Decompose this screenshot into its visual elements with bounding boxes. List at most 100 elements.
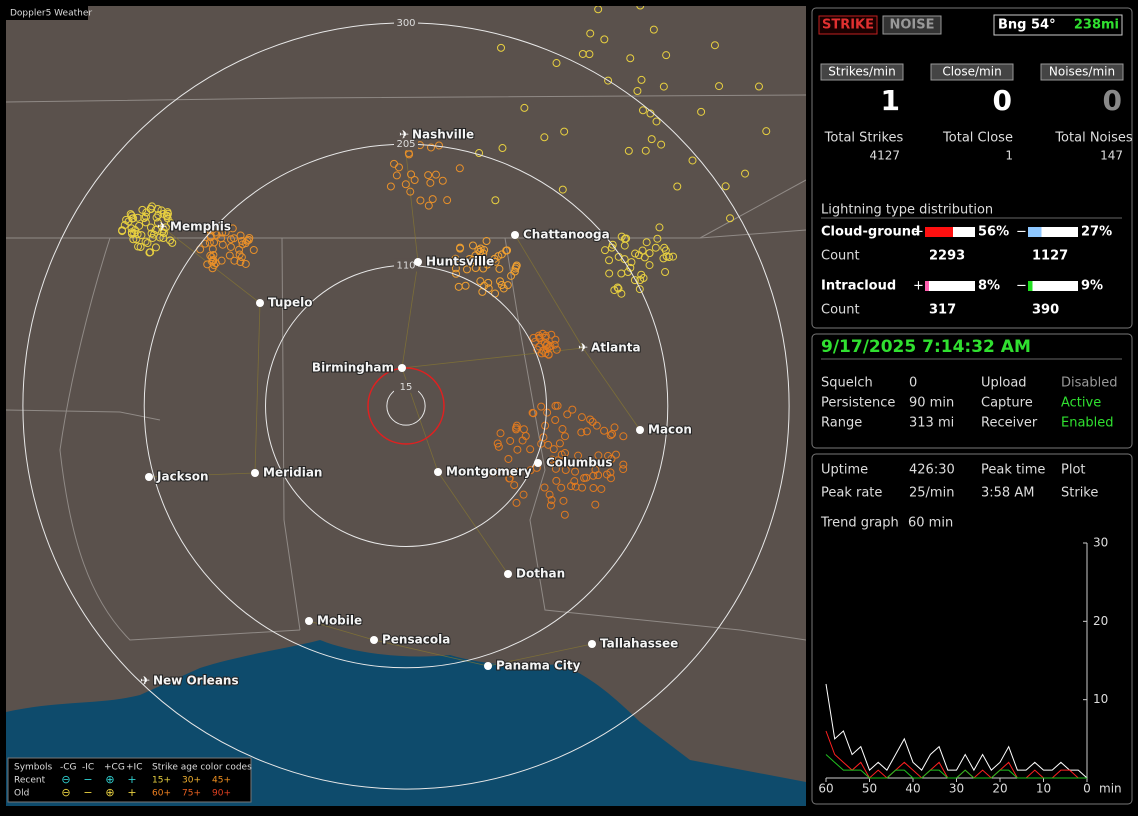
legend-symbol: ⊖ <box>61 786 70 799</box>
ring-label-bg <box>394 137 418 151</box>
strike-symbol <box>633 87 642 96</box>
strike-symbol <box>597 484 606 493</box>
strike-symbol <box>210 261 219 270</box>
strike-symbol <box>582 427 591 436</box>
strike-symbol <box>519 490 528 499</box>
strike-symbol <box>142 208 151 217</box>
strike-symbol <box>126 210 135 219</box>
legend-row-label: Recent <box>14 776 46 786</box>
strike-symbol <box>163 208 172 217</box>
strikes <box>118 6 771 519</box>
legend-age: 15+ <box>152 776 171 786</box>
ring-label: 110 <box>396 261 415 272</box>
rate-value: 0 <box>993 84 1012 117</box>
strike-symbol <box>128 214 137 223</box>
strike-symbol <box>586 415 595 424</box>
city-label: Huntsville <box>426 255 494 269</box>
strike-symbol <box>151 225 160 234</box>
strike-symbol <box>135 221 144 230</box>
strike-symbol <box>619 432 628 441</box>
city-label: Macon <box>648 423 692 437</box>
strike-symbol <box>443 196 452 205</box>
x-tick-label: 10 <box>1036 782 1051 796</box>
bearing: Bng 54° <box>998 18 1056 33</box>
y-tick-label: 10 <box>1093 692 1108 706</box>
legend-symbol: + <box>127 773 136 786</box>
strike-symbol <box>392 171 401 180</box>
strike-symbol <box>488 468 497 477</box>
strike-symbol <box>631 249 640 258</box>
strike-symbol <box>235 250 244 259</box>
x-unit: min <box>1099 782 1122 796</box>
strike-symbol <box>506 469 515 478</box>
strike-symbol <box>594 6 603 14</box>
setting: 90 min <box>909 396 954 411</box>
noise-button-text[interactable]: NOISE <box>889 18 934 33</box>
city-label: Tupelo <box>268 296 313 310</box>
strike-symbol <box>512 261 521 270</box>
strike-symbol <box>655 223 664 232</box>
strike-symbol <box>476 247 485 256</box>
strike-symbol <box>133 230 142 239</box>
city-dot <box>305 617 313 625</box>
strike-button-text[interactable]: STRIKE <box>822 18 874 33</box>
ring-label: 15 <box>400 382 413 393</box>
strike-symbol <box>410 176 419 185</box>
setting: Range <box>821 416 862 431</box>
rate-label-box <box>1040 63 1124 81</box>
strike-symbol <box>533 345 542 354</box>
strike-symbol <box>545 490 554 499</box>
border <box>6 94 806 103</box>
strike-symbol <box>557 483 566 492</box>
city-dot <box>636 426 644 434</box>
city-label: Tallahassee <box>600 637 678 651</box>
strike-symbol <box>544 440 553 449</box>
dist-pct: 9% <box>1081 279 1103 294</box>
strike-symbol <box>154 210 163 219</box>
total-value: 4127 <box>869 149 900 163</box>
strike-symbol <box>134 242 143 251</box>
strike-symbol <box>661 268 670 277</box>
city-dot <box>414 258 422 266</box>
strike-symbol <box>641 146 650 155</box>
strike-symbol <box>526 445 535 454</box>
strike-symbol <box>141 212 150 221</box>
strike-symbol <box>649 25 658 34</box>
strike-symbol <box>512 423 521 432</box>
rate-label-box <box>820 63 904 81</box>
city-dot <box>504 570 512 578</box>
dist-sign: − <box>1016 225 1027 240</box>
strike-symbol <box>237 253 246 262</box>
strike-symbol <box>594 451 603 460</box>
x-tick-label: 0 <box>1083 782 1091 796</box>
dist-count: 390 <box>1032 303 1059 318</box>
dist-count: 1127 <box>1032 249 1068 264</box>
strike-symbol <box>558 425 567 434</box>
strike-symbol <box>465 254 474 263</box>
strike-symbol <box>401 180 410 189</box>
strike-symbol <box>510 481 519 490</box>
strike-symbol <box>637 270 646 279</box>
stat: Uptime <box>821 463 868 478</box>
border <box>504 237 806 641</box>
city-dot <box>434 468 442 476</box>
strike-symbol <box>659 82 668 91</box>
strike-symbol <box>726 214 735 223</box>
x-tick-label: 30 <box>949 782 964 796</box>
strike-symbol <box>534 331 543 340</box>
strike-symbol <box>476 244 485 253</box>
setting: Receiver <box>981 416 1038 431</box>
strike-symbol <box>602 470 611 479</box>
strike-symbol <box>528 408 537 417</box>
strike-symbol <box>640 253 649 262</box>
strike-symbol <box>159 229 168 238</box>
strike-symbol <box>606 431 615 440</box>
strike-symbol <box>635 285 644 294</box>
strike-symbol <box>497 43 506 52</box>
rate-label: Strikes/min <box>828 65 895 79</box>
strike-symbol <box>127 211 136 220</box>
total-label: Total Strikes <box>824 131 904 146</box>
strike-symbol <box>549 445 558 454</box>
